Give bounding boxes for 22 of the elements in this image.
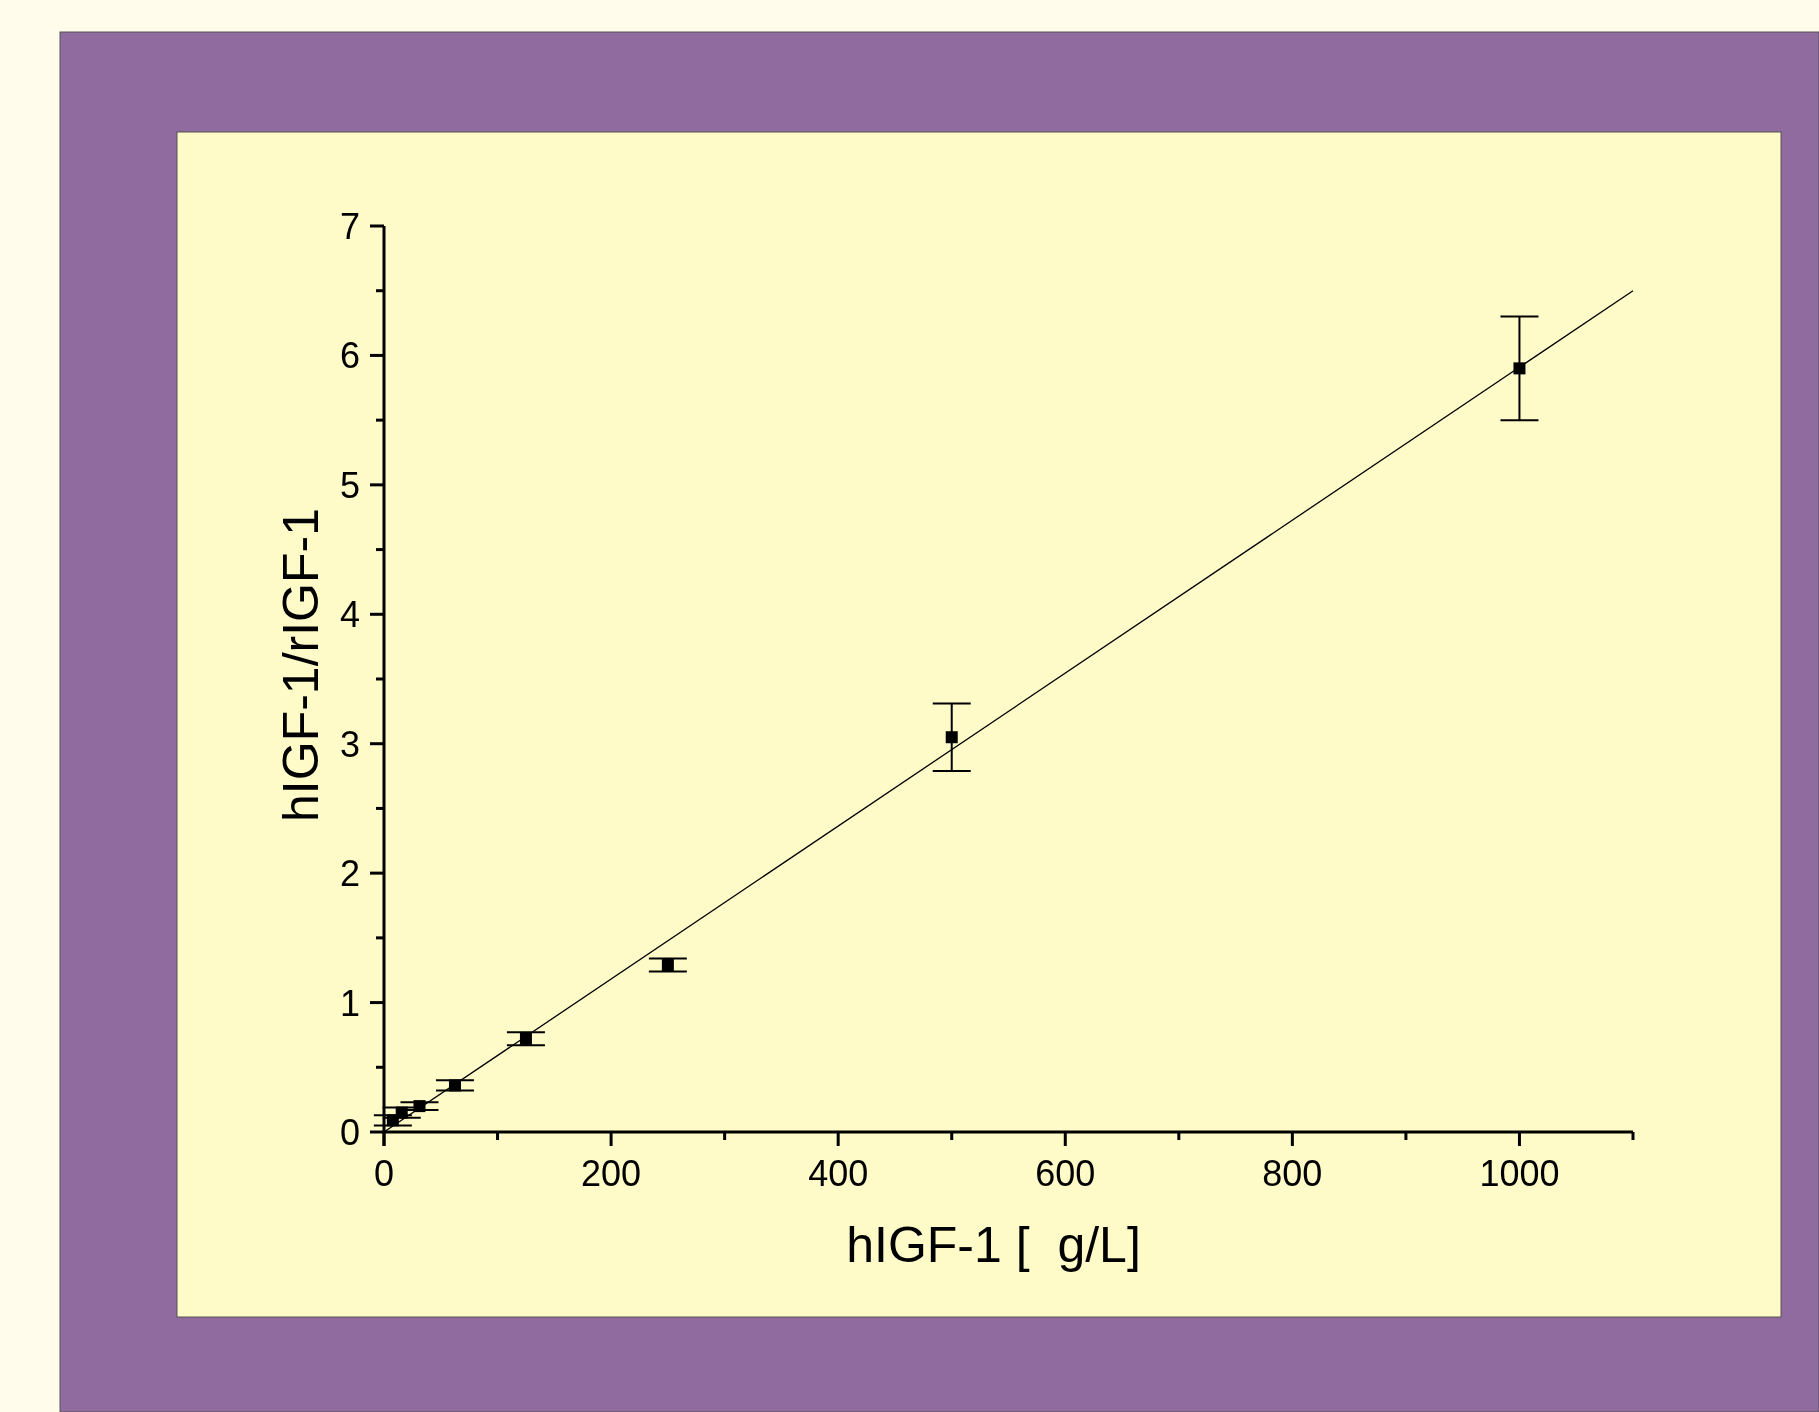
x-tick-label: 200	[581, 1153, 642, 1194]
point	[519, 1032, 532, 1045]
x-tick-label: 0	[373, 1153, 395, 1194]
y-tick-label: 1	[339, 982, 360, 1024]
x-axis-title: hIGF-1 [ g/L]	[846, 1217, 1141, 1273]
y-tick-label: 4	[339, 594, 360, 636]
x-tick-label: 400	[808, 1153, 869, 1194]
point	[661, 959, 674, 972]
point	[413, 1100, 426, 1113]
y-tick-label: 0	[339, 1112, 360, 1153]
y-tick-label: 7	[339, 206, 360, 247]
point	[395, 1106, 408, 1119]
y-tick-label: 6	[339, 335, 360, 377]
y-tick-label: 5	[339, 464, 360, 506]
y-tick-label: 2	[339, 853, 360, 895]
x-tick-label: 600	[1035, 1153, 1096, 1194]
y-tick-label: 3	[339, 723, 360, 765]
y-axis-title: hIGF-1/rIGF-1	[273, 508, 329, 822]
x-tick-label: 800	[1262, 1153, 1323, 1194]
x-tick-label: 1000	[1479, 1153, 1560, 1194]
point	[945, 731, 958, 744]
point	[448, 1079, 461, 1092]
